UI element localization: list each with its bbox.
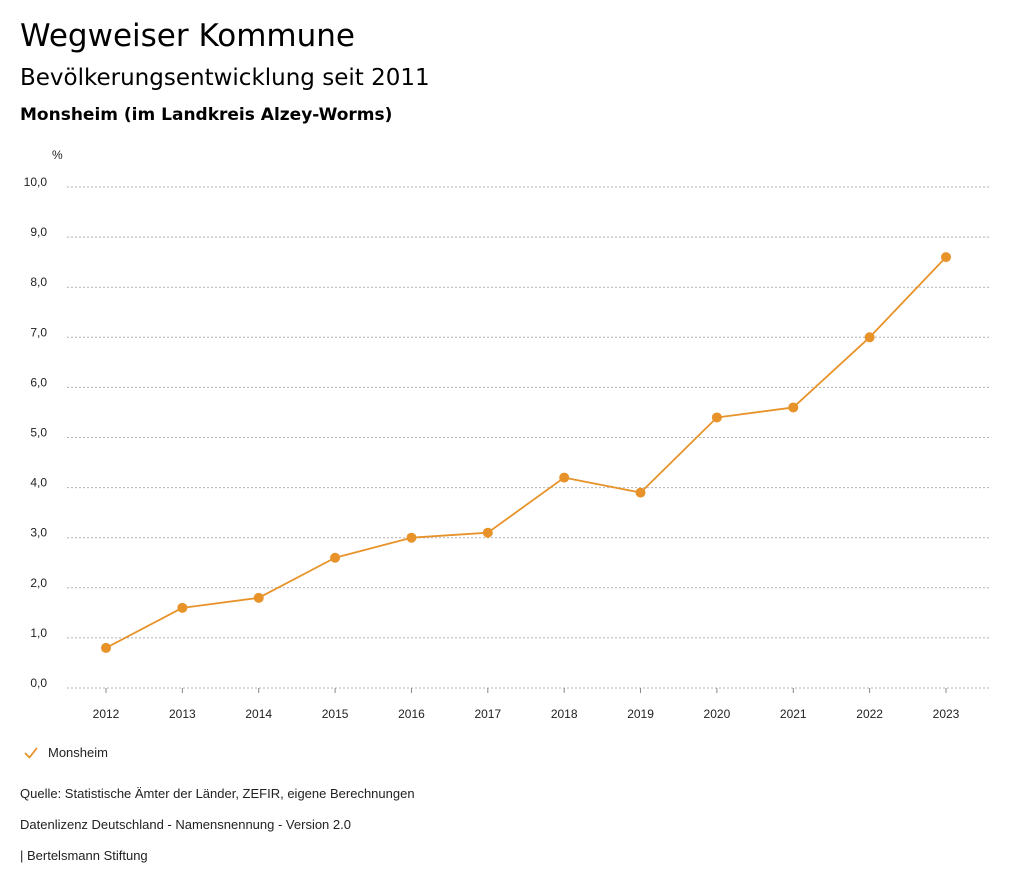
y-tick-label: 3,0 (30, 526, 47, 540)
series-line-monsheim (105, 256, 947, 649)
y-tick-label: 1,0 (30, 626, 47, 640)
license-note: Datenlizenz Deutschland - Namensnennung … (20, 817, 351, 832)
data-point[interactable] (101, 642, 111, 653)
legend-item-monsheim[interactable]: Monsheim (24, 745, 108, 760)
x-tick-label: 2018 (551, 707, 578, 721)
x-tick-label: 2017 (474, 707, 501, 721)
data-point[interactable] (711, 412, 722, 423)
region-label: Monsheim (im Landkreis Alzey-Worms) (20, 105, 393, 125)
data-point[interactable] (482, 527, 493, 538)
x-tick-label: 2014 (245, 707, 272, 721)
y-axis-unit-label: % (52, 148, 63, 162)
data-point[interactable] (559, 472, 570, 483)
y-tick-label: 2,0 (30, 576, 47, 590)
y-tick-label: 8,0 (30, 275, 47, 289)
x-tick-label: 2015 (322, 707, 349, 721)
y-tick-label: 9,0 (30, 225, 47, 239)
x-tick-label: 2023 (933, 707, 960, 721)
x-tick-label: 2019 (627, 707, 654, 721)
data-point[interactable] (788, 402, 799, 413)
data-point[interactable] (330, 552, 341, 563)
legend-label: Monsheim (48, 745, 108, 760)
data-point[interactable] (177, 602, 188, 613)
x-tick-label: 2022 (856, 707, 883, 721)
source-note: Quelle: Statistische Ämter der Länder, Z… (20, 786, 415, 801)
x-tick-label: 2020 (704, 707, 731, 721)
line-chart: % 0,0 1,0 2,0 3,0 4,0 5,0 6,0 7,0 8,0 9,0 10,0 201… (24, 148, 991, 721)
y-tick-label: 4,0 (30, 476, 47, 490)
checkmark-icon (24, 747, 38, 758)
x-tick-label: 2021 (780, 707, 807, 721)
y-tick-label: 10,0 (24, 175, 48, 189)
publisher-note: | Bertelsmann Stiftung (20, 848, 148, 863)
data-point[interactable] (406, 532, 417, 543)
page-title: Wegweiser Kommune (20, 18, 355, 54)
data-point[interactable] (635, 487, 646, 498)
y-tick-label: 5,0 (30, 426, 47, 440)
x-tick-label: 2013 (169, 707, 196, 721)
data-point[interactable] (253, 592, 264, 603)
data-point[interactable] (864, 332, 875, 343)
y-tick-label: 0,0 (30, 676, 47, 690)
x-tick-label: 2016 (398, 707, 425, 721)
y-tick-label: 7,0 (30, 325, 47, 339)
x-tick-label: 2012 (93, 707, 120, 721)
chart-subtitle: Bevölkerungsentwicklung seit 2011 (20, 65, 430, 91)
data-point[interactable] (941, 252, 951, 263)
y-tick-label: 6,0 (30, 375, 47, 389)
